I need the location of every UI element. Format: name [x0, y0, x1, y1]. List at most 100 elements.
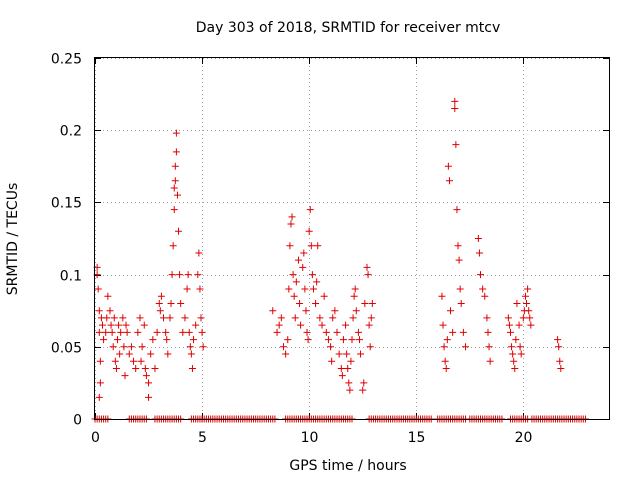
data-points: [91, 97, 589, 423]
data-point: [513, 299, 521, 307]
data-point: [163, 336, 171, 344]
data-point: [349, 314, 357, 322]
data-point: [322, 328, 330, 336]
data-point: [183, 285, 191, 293]
data-point: [287, 220, 295, 228]
data-point: [324, 336, 332, 344]
data-point: [516, 343, 524, 351]
data-point: [342, 321, 350, 329]
y-tick-label: 0.2: [60, 124, 82, 140]
data-point: [279, 343, 287, 351]
data-point: [337, 364, 345, 372]
data-point: [127, 343, 135, 351]
data-point: [368, 299, 376, 307]
data-point: [440, 343, 448, 351]
data-point: [309, 285, 317, 293]
data-point: [454, 242, 462, 250]
data-point: [94, 285, 102, 293]
data-point: [481, 292, 489, 300]
data-point: [439, 321, 447, 329]
data-point: [116, 350, 124, 358]
data-point: [304, 336, 312, 344]
data-point: [442, 364, 450, 372]
data-point: [474, 235, 482, 242]
data-point: [142, 372, 150, 380]
data-point: [447, 307, 455, 315]
data-point: [348, 336, 356, 344]
data-point: [363, 263, 371, 271]
y-axis-label: SRMTID / TECUs: [5, 183, 21, 296]
x-tick-label: 15: [408, 430, 426, 446]
data-point: [190, 336, 198, 344]
data-point: [176, 271, 184, 279]
data-point: [95, 307, 103, 315]
data-point: [303, 328, 311, 336]
data-point: [290, 292, 298, 300]
data-point: [525, 307, 533, 315]
data-point: [155, 299, 163, 307]
y-tick-label: 0.15: [51, 196, 82, 212]
data-point: [307, 242, 315, 250]
chart-title: Day 303 of 2018, SRMTID for receiver mtc…: [196, 20, 501, 36]
data-point: [449, 328, 457, 336]
data-point: [351, 285, 359, 293]
data-point: [110, 314, 118, 322]
data-point: [456, 285, 464, 293]
data-point: [365, 321, 373, 329]
data-point: [475, 249, 483, 257]
data-point: [343, 350, 351, 358]
data-point: [556, 357, 564, 365]
y-tick-label: 0.25: [51, 52, 82, 68]
data-point: [511, 364, 519, 372]
data-point: [164, 350, 172, 358]
data-point: [138, 343, 146, 351]
data-point: [329, 314, 337, 322]
data-point: [350, 292, 358, 300]
data-point: [451, 97, 459, 105]
y-tick-label: 0.05: [51, 341, 82, 357]
data-point: [96, 357, 104, 365]
data-point: [305, 227, 313, 235]
data-point: [119, 314, 127, 322]
data-point: [352, 307, 360, 315]
x-tick-label: 0: [91, 430, 100, 446]
data-point: [112, 364, 120, 372]
data-point: [151, 364, 159, 372]
data-point: [486, 357, 494, 365]
data-point: [526, 314, 534, 322]
data-point: [282, 350, 290, 358]
data-point: [167, 299, 175, 307]
data-point: [455, 256, 463, 264]
data-point: [297, 321, 305, 329]
data-point: [438, 292, 446, 300]
data-point: [357, 350, 365, 358]
data-point: [483, 314, 491, 322]
data-point: [98, 321, 106, 329]
data-point: [364, 271, 372, 279]
data-point: [519, 314, 527, 322]
data-point: [355, 336, 363, 344]
data-point: [443, 336, 451, 344]
data-point: [185, 328, 193, 336]
data-point: [294, 256, 302, 264]
y-tick-label: 0.1: [60, 269, 82, 285]
data-point: [286, 242, 294, 250]
data-point: [173, 191, 181, 199]
data-point: [170, 184, 178, 192]
data-point: [125, 350, 133, 358]
data-point: [344, 364, 352, 372]
data-point: [312, 299, 320, 307]
data-point: [121, 372, 129, 380]
data-point: [445, 177, 453, 185]
data-point: [153, 328, 161, 336]
data-point: [512, 336, 520, 344]
data-point: [301, 285, 309, 293]
data-point: [194, 271, 202, 279]
data-point: [366, 343, 374, 351]
data-point: [134, 328, 142, 336]
data-point: [103, 314, 111, 322]
data-point: [137, 357, 145, 365]
grid-lines: [95, 58, 609, 420]
data-point: [509, 350, 517, 358]
